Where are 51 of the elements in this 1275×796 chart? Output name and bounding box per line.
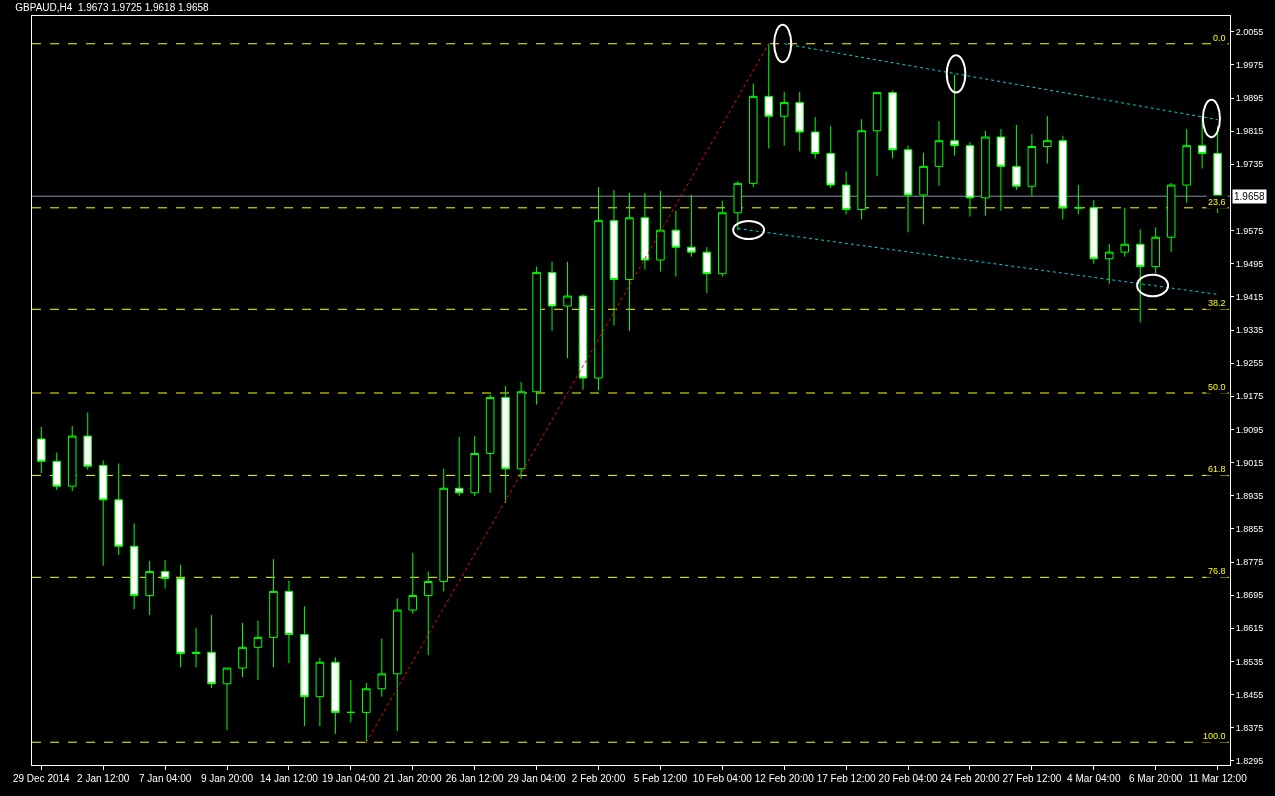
y-tick-label: 1.8295 xyxy=(1235,756,1264,767)
x-tick-label: 17 Feb 12:00 xyxy=(816,773,877,784)
y-tick-label: 1.8775 xyxy=(1235,557,1264,568)
y-tick-label: 1.8375 xyxy=(1235,722,1264,733)
x-tick-label: 10 Feb 04:00 xyxy=(692,773,753,784)
annotation: 50.0 xyxy=(1208,382,1226,392)
y-tick-label: 1.8695 xyxy=(1235,590,1264,601)
y-tick-label: 1.9975 xyxy=(1235,60,1264,71)
y-tick-label: 1.9015 xyxy=(1235,457,1264,468)
annotation: 76.8 xyxy=(1208,566,1226,576)
x-tick-label: 7 Jan 04:00 xyxy=(138,773,192,784)
x-tick-label: 11 Mar 12:00 xyxy=(1188,773,1248,784)
y-tick-label: 1.9095 xyxy=(1235,424,1264,435)
x-tick-label: 2 Feb 20:00 xyxy=(571,773,626,784)
x-tick-label: 4 Mar 04:00 xyxy=(1067,773,1121,784)
annotation: 0.0 xyxy=(1213,33,1226,43)
y-tick-label: 1.9735 xyxy=(1235,159,1264,170)
y-tick-label: 1.8455 xyxy=(1235,689,1264,700)
x-tick-label: 9 Jan 20:00 xyxy=(200,773,254,784)
y-tick-label: 1.8855 xyxy=(1235,524,1264,535)
y-tick-label: 1.9495 xyxy=(1235,258,1264,269)
y-tick-label: 1.9255 xyxy=(1235,358,1264,369)
x-tick-label: 29 Dec 2014 xyxy=(12,773,71,784)
x-tick-label: 6 Mar 20:00 xyxy=(1129,773,1183,784)
x-tick-label: 26 Jan 12:00 xyxy=(445,773,505,784)
x-tick-label: 20 Feb 04:00 xyxy=(878,773,938,784)
y-tick-label: 2.0055 xyxy=(1235,26,1264,37)
x-tick-label: 2 Jan 12:00 xyxy=(77,773,130,784)
annotation: 61.8 xyxy=(1208,464,1226,474)
x-tick-label: 29 Jan 04:00 xyxy=(507,773,566,784)
y-tick-label: 1.8935 xyxy=(1235,490,1264,501)
y-tick-label: 1.8615 xyxy=(1235,623,1264,634)
x-tick-label: 14 Jan 12:00 xyxy=(260,773,319,784)
annotation: 23.6 xyxy=(1208,197,1226,207)
x-tick-label: 19 Jan 04:00 xyxy=(321,773,381,784)
x-tick-label: 5 Feb 12:00 xyxy=(633,773,688,784)
x-tick-label: 12 Feb 20:00 xyxy=(754,773,815,784)
y-tick-label: 1.9415 xyxy=(1235,292,1264,303)
ref-line-label: 1.9658 xyxy=(1234,191,1266,202)
y-tick-label: 1.9335 xyxy=(1235,325,1264,336)
y-tick-label: 1.8535 xyxy=(1235,656,1264,667)
y-tick-label: 1.9815 xyxy=(1235,126,1264,137)
y-tick-label: 1.9895 xyxy=(1235,93,1264,104)
y-tick-label: 1.9175 xyxy=(1235,391,1264,402)
x-tick-label: 27 Feb 12:00 xyxy=(1002,773,1062,784)
x-tick-label: 24 Feb 20:00 xyxy=(940,773,1000,784)
annotation: 38.2 xyxy=(1208,298,1226,308)
chart-title: GBPAUD,H4 1.9673 1.9725 1.9618 1.9658 xyxy=(15,1,210,13)
y-tick-label: 1.9575 xyxy=(1235,225,1264,236)
annotation: 100.0 xyxy=(1203,731,1226,741)
x-tick-label: 21 Jan 20:00 xyxy=(383,773,443,784)
